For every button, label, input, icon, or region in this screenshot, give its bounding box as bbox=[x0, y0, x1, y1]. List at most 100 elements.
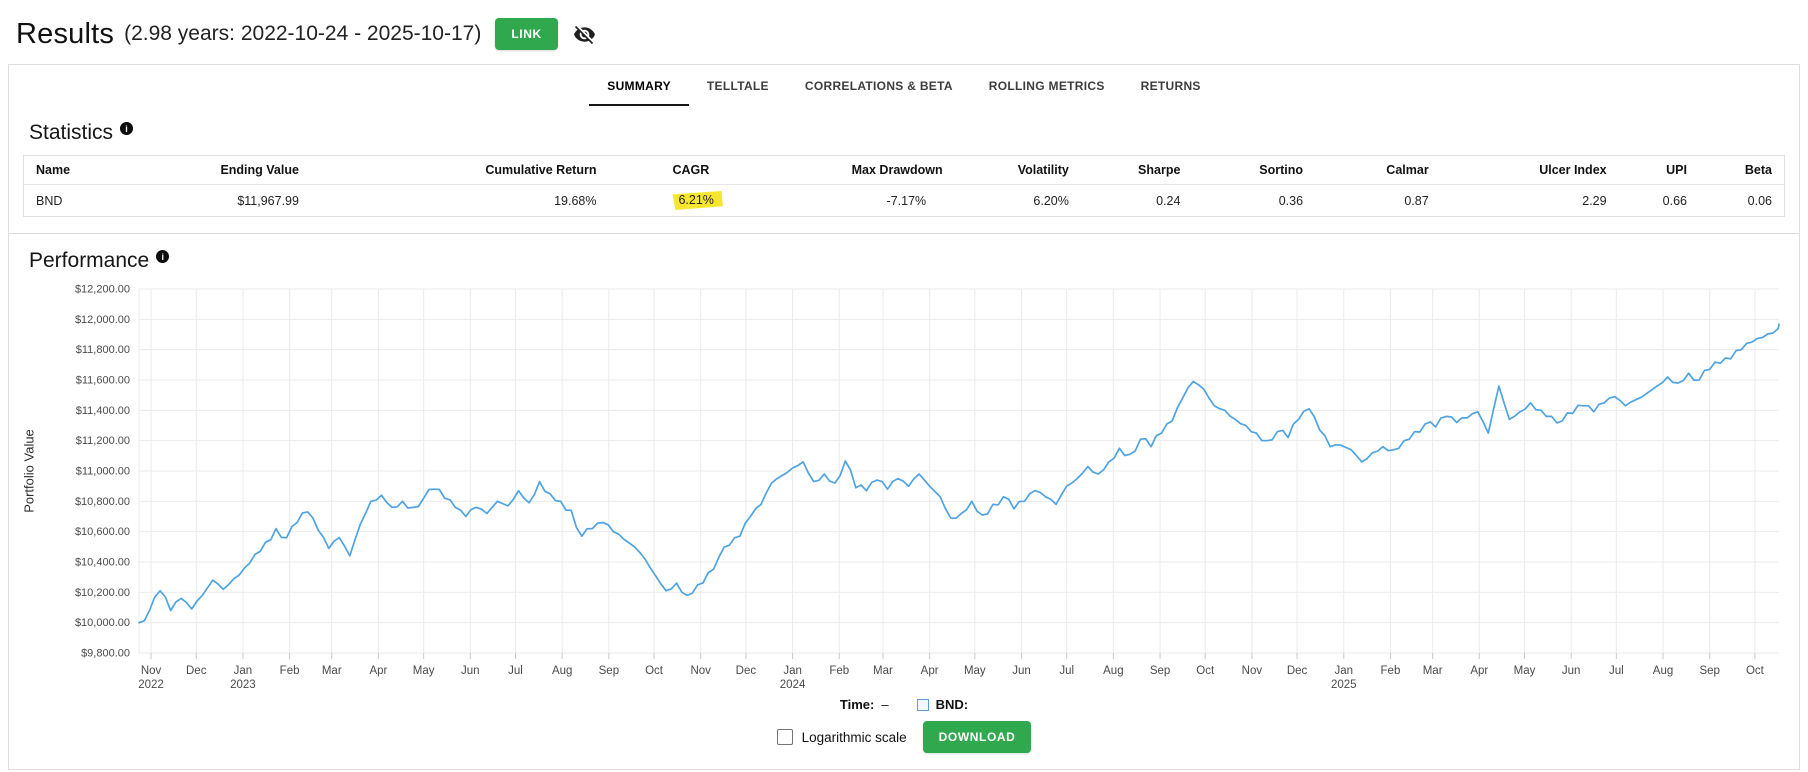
statistics-title-text: Statistics bbox=[29, 121, 114, 144]
performance-title: Performance i bbox=[29, 250, 1785, 271]
bnd-legend-label[interactable]: BND: bbox=[935, 697, 969, 712]
page-header: Results (2.98 years: 2022-10-24 - 2025-1… bbox=[0, 0, 1808, 56]
svg-text:$12,000.00: $12,000.00 bbox=[75, 314, 130, 326]
link-button[interactable]: LINK bbox=[495, 18, 558, 50]
statistics-title: Statistics i bbox=[29, 122, 1785, 143]
column-header-beta: Beta bbox=[1744, 163, 1772, 177]
svg-text:Nov: Nov bbox=[690, 665, 711, 677]
cell-name: BND bbox=[23, 184, 145, 217]
column-header-name: Name bbox=[36, 163, 71, 177]
svg-text:Oct: Oct bbox=[1746, 665, 1765, 677]
cell-ulcer-index: 2.29 bbox=[1440, 184, 1619, 217]
svg-text:Mar: Mar bbox=[1423, 665, 1443, 677]
svg-text:Sep: Sep bbox=[1150, 665, 1170, 677]
cell-volatility: 6.20% bbox=[938, 184, 1081, 217]
tab-telltale[interactable]: TELLTALE bbox=[706, 79, 769, 93]
info-icon[interactable]: i bbox=[156, 250, 170, 263]
download-button[interactable]: DOWNLOAD bbox=[922, 721, 1032, 753]
cell-upi: 0.66 bbox=[1618, 184, 1699, 217]
svg-text:Mar: Mar bbox=[873, 665, 893, 677]
svg-text:Jan: Jan bbox=[1335, 665, 1354, 677]
svg-text:Jan: Jan bbox=[783, 665, 802, 677]
cell-cumulative-return: 19.68% bbox=[310, 184, 609, 217]
performance-title-text: Performance bbox=[29, 249, 150, 272]
svg-text:$12,200.00: $12,200.00 bbox=[75, 284, 130, 296]
svg-text:Aug: Aug bbox=[1103, 665, 1123, 677]
svg-text:Sep: Sep bbox=[1699, 665, 1719, 677]
cell-sortino: 0.36 bbox=[1192, 184, 1316, 217]
cell-beta: 0.06 bbox=[1699, 184, 1785, 217]
table-header-row: Name Ending Value Cumulative Return CAGR… bbox=[24, 156, 1785, 185]
svg-text:$11,800.00: $11,800.00 bbox=[76, 344, 130, 356]
y-axis-title: Portfolio Value bbox=[21, 429, 37, 513]
svg-text:Jul: Jul bbox=[508, 665, 523, 677]
svg-text:Jan: Jan bbox=[234, 665, 253, 677]
logarithmic-scale-control[interactable]: Logarithmic scale bbox=[776, 729, 907, 745]
svg-text:$11,000.00: $11,000.00 bbox=[76, 466, 130, 478]
svg-text:$10,200.00: $10,200.00 bbox=[75, 587, 130, 599]
svg-text:Mar: Mar bbox=[322, 665, 342, 677]
svg-text:Aug: Aug bbox=[552, 665, 572, 677]
performance-chart[interactable]: $9,800.00 $10,000.00 $10,200.00 $10,400.00 $… bbox=[23, 281, 1783, 691]
svg-text:Apr: Apr bbox=[921, 665, 939, 677]
tab-summary[interactable]: SUMMARY bbox=[589, 65, 689, 106]
info-icon[interactable]: i bbox=[120, 122, 134, 135]
svg-text:2025: 2025 bbox=[1331, 679, 1357, 691]
svg-text:May: May bbox=[964, 665, 986, 677]
svg-text:Dec: Dec bbox=[736, 665, 757, 677]
svg-text:Dec: Dec bbox=[1287, 665, 1308, 677]
svg-text:$10,600.00: $10,600.00 bbox=[75, 526, 130, 538]
column-header-calmar: Calmar bbox=[1386, 163, 1429, 177]
time-label: Time: bbox=[839, 697, 875, 712]
svg-text:2024: 2024 bbox=[780, 679, 806, 691]
svg-text:Jul: Jul bbox=[1059, 665, 1074, 677]
svg-text:$9,800.00: $9,800.00 bbox=[81, 648, 130, 660]
tab-bar: SUMMARY TELLTALE CORRELATIONS & BETA ROL… bbox=[23, 65, 1785, 106]
svg-text:Jun: Jun bbox=[461, 665, 480, 677]
time-value: – bbox=[881, 697, 889, 712]
column-header-upi: UPI bbox=[1666, 163, 1687, 177]
column-header-ulcer-index: Ulcer Index bbox=[1539, 163, 1607, 177]
tab-correlations-beta[interactable]: CORRELATIONS & BETA bbox=[804, 79, 953, 93]
svg-text:Jun: Jun bbox=[1012, 665, 1031, 677]
svg-text:Aug: Aug bbox=[1653, 665, 1673, 677]
svg-text:$11,400.00: $11,400.00 bbox=[76, 405, 130, 417]
svg-text:Jul: Jul bbox=[1609, 665, 1624, 677]
cell-max-drawdown: -7.17% bbox=[839, 184, 939, 217]
svg-text:$10,400.00: $10,400.00 bbox=[75, 557, 130, 569]
svg-text:Feb: Feb bbox=[1381, 665, 1401, 677]
cell-ending-value: $11,967.99 bbox=[144, 184, 311, 217]
column-header-sortino: Sortino bbox=[1259, 163, 1304, 177]
column-header-max-drawdown: Max Drawdown bbox=[851, 163, 943, 177]
svg-text:$10,000.00: $10,000.00 bbox=[75, 617, 130, 629]
column-header-sharpe: Sharpe bbox=[1138, 163, 1181, 177]
logarithmic-scale-checkbox[interactable] bbox=[776, 729, 793, 745]
eye-off-icon[interactable] bbox=[572, 21, 598, 47]
tab-rolling-metrics[interactable]: ROLLING METRICS bbox=[988, 79, 1105, 93]
svg-text:Apr: Apr bbox=[1470, 665, 1488, 677]
performance-chart-area: Portfolio Value $9,800.00 $10,000.00 $10,2… bbox=[21, 281, 1785, 693]
svg-text:Feb: Feb bbox=[280, 665, 300, 677]
page-title: Results bbox=[16, 17, 115, 50]
svg-text:Nov: Nov bbox=[141, 665, 162, 677]
svg-text:May: May bbox=[1514, 665, 1536, 677]
cagr-highlight: 6.21% bbox=[672, 191, 722, 210]
svg-text:Nov: Nov bbox=[1242, 665, 1263, 677]
results-card: SUMMARY TELLTALE CORRELATIONS & BETA ROL… bbox=[8, 64, 1800, 770]
column-header-ending-value: Ending Value bbox=[220, 163, 299, 177]
page-subtitle: (2.98 years: 2022-10-24 - 2025-10-17) bbox=[124, 22, 482, 45]
chart-legend: Time: – BND: bbox=[23, 697, 1785, 712]
svg-text:$10,800.00: $10,800.00 bbox=[75, 496, 130, 508]
column-header-volatility: Volatility bbox=[1017, 163, 1069, 177]
column-header-cumulative-return: Cumulative Return bbox=[485, 163, 597, 177]
tab-returns[interactable]: RETURNS bbox=[1140, 79, 1201, 93]
bnd-legend-swatch[interactable] bbox=[916, 698, 929, 711]
logarithmic-scale-label: Logarithmic scale bbox=[801, 729, 907, 745]
cell-sharpe: 0.24 bbox=[1080, 184, 1193, 217]
svg-text:Jun: Jun bbox=[1562, 665, 1581, 677]
svg-text:2022: 2022 bbox=[138, 679, 164, 691]
svg-text:Dec: Dec bbox=[186, 665, 207, 677]
table-row: BND $11,967.99 19.68% 6.21% -7.17% 6.20%… bbox=[23, 184, 1785, 217]
svg-text:2023: 2023 bbox=[230, 679, 256, 691]
svg-text:Oct: Oct bbox=[645, 665, 664, 677]
